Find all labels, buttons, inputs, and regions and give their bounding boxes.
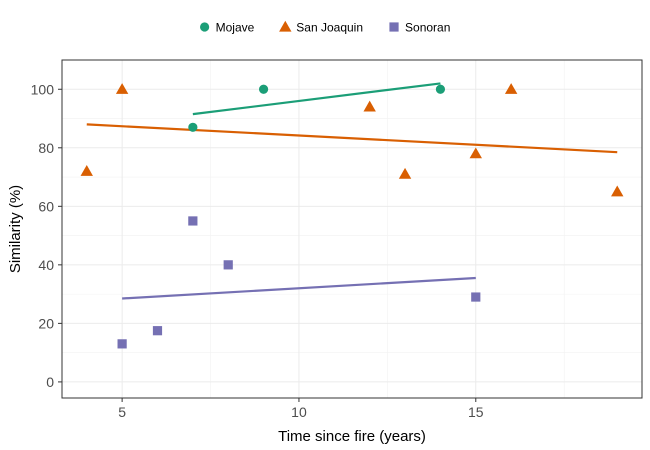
y-axis-title: Similarity (%) <box>7 185 24 273</box>
point-san-joaquin <box>363 100 376 112</box>
x-tick-label: 15 <box>468 404 484 420</box>
y-tick-label: 40 <box>38 257 54 273</box>
point-sonoran <box>471 292 481 302</box>
legend-label-san-joaquin: San Joaquin <box>296 21 363 35</box>
point-mojave <box>435 84 446 94</box>
point-san-joaquin <box>469 147 482 159</box>
y-tick-label: 20 <box>38 315 54 331</box>
legend-key-san-joaquin <box>279 20 292 32</box>
y-tick-label: 0 <box>46 374 54 390</box>
point-sonoran <box>188 216 198 226</box>
plot-border <box>61 59 643 399</box>
y-tick-label: 100 <box>31 81 55 97</box>
x-axis-title: Time since fire (years) <box>278 428 426 445</box>
trend-line-mojave <box>192 82 441 116</box>
legend: Mojave San Joaquin Sonoran <box>200 21 450 35</box>
grid <box>62 60 642 398</box>
point-san-joaquin <box>398 167 412 179</box>
point-san-joaquin <box>611 185 624 197</box>
trend-line-san-joaquin <box>86 123 618 154</box>
legend-label-mojave: Mojave <box>216 21 255 35</box>
y-tick-label: 60 <box>38 198 54 214</box>
point-mojave <box>258 84 269 94</box>
data-points <box>80 83 624 349</box>
legend-key-sonoran <box>389 22 399 32</box>
legend-item-mojave: Mojave <box>200 21 255 35</box>
x-tick-label: 10 <box>291 404 307 420</box>
y-axis: 0 20 40 60 80 100 <box>31 81 62 390</box>
point-mojave <box>188 122 198 132</box>
legend-label-sonoran: Sonoran <box>405 21 450 35</box>
point-sonoran <box>223 260 233 270</box>
point-sonoran <box>117 339 127 349</box>
legend-item-sonoran: Sonoran <box>389 21 450 35</box>
legend-item-san-joaquin: San Joaquin <box>279 21 363 35</box>
point-sonoran <box>152 326 163 336</box>
point-san-joaquin <box>80 165 93 176</box>
point-san-joaquin <box>504 83 518 94</box>
trend-line-sonoran <box>122 276 476 300</box>
point-san-joaquin <box>115 83 129 94</box>
trend-lines <box>86 82 618 300</box>
x-axis: 5 10 15 <box>118 398 484 420</box>
plot-panel <box>62 60 642 398</box>
x-tick-label: 5 <box>118 404 126 420</box>
legend-key-mojave <box>200 22 210 32</box>
y-tick-label: 80 <box>38 140 54 156</box>
